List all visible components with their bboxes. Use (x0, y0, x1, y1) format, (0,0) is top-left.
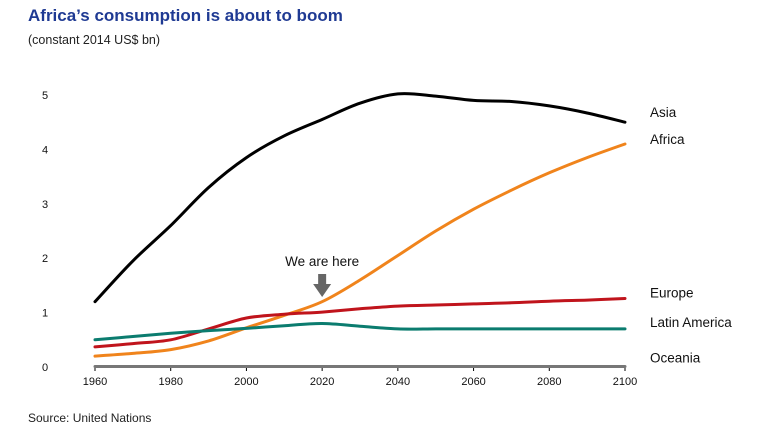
series-label-europe: Europe (650, 285, 694, 300)
down-arrow-icon (313, 274, 332, 297)
chart-subtitle: (constant 2014 US$ bn) (28, 33, 161, 47)
series-line-europe (93, 297, 627, 349)
y-tick-label: 5 (42, 90, 48, 102)
series-label-africa: Africa (650, 132, 685, 147)
chart-title: Africa’s consumption is about to boom (28, 6, 343, 25)
x-tick-label: 2100 (613, 376, 637, 388)
y-tick-label: 1 (42, 308, 48, 320)
series-line-latin-america (93, 321, 627, 342)
annotation-label: We are here (285, 254, 359, 269)
x-tick-label: 2000 (234, 376, 258, 388)
series-label-asia: Asia (650, 105, 677, 120)
y-tick-label: 4 (42, 144, 48, 156)
x-tick-label: 1980 (158, 376, 182, 388)
y-tick-label: 3 (42, 199, 48, 211)
series-line-africa (93, 142, 627, 358)
series-label-oceania: Oceania (650, 350, 701, 365)
x-tick-label: 2020 (310, 376, 334, 388)
x-tick-label: 2040 (386, 376, 410, 388)
series-label-latin-america: Latin America (650, 315, 732, 330)
x-tick-label: 1960 (83, 376, 107, 388)
y-tick-label: 2 (42, 253, 48, 265)
series-line-asia (93, 92, 627, 304)
x-tick-label: 2060 (461, 376, 485, 388)
source-note: Source: United Nations (28, 411, 152, 425)
x-tick-label: 2080 (537, 376, 561, 388)
y-tick-label: 0 (42, 362, 48, 374)
